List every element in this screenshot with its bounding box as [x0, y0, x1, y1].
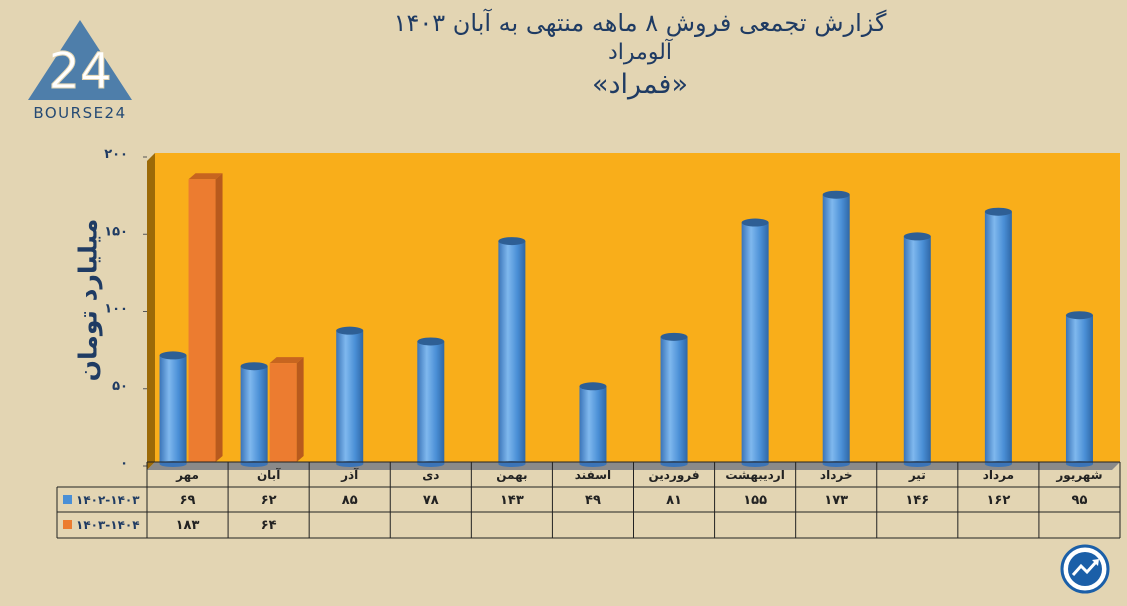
- bar-series-2: [188, 179, 216, 462]
- legend-label: ۱۴۰۳-۱۴۰۴: [76, 518, 140, 532]
- y-tick-label: ۵۰: [112, 379, 128, 394]
- data-label: ۱۴۶: [905, 493, 929, 508]
- data-label: ۱۸۳: [176, 518, 200, 533]
- data-label: ۸۱: [666, 493, 682, 508]
- y-tick-label: ۱۵۰: [104, 224, 128, 239]
- plot-side-wall: [147, 153, 155, 470]
- bar-series-1: [336, 330, 364, 464]
- bar-top-series-1: [903, 232, 931, 241]
- x-tick-label: آذر: [340, 467, 359, 482]
- bar-side-series-2: [215, 173, 223, 462]
- bar-top-series-1: [741, 218, 769, 227]
- bar-series-1: [579, 386, 607, 464]
- data-label: ۶۹: [180, 493, 196, 508]
- data-label: ۷۸: [423, 493, 439, 508]
- bar-series-1: [984, 211, 1012, 464]
- x-tick-label: اسفند: [575, 468, 611, 482]
- y-tick-label: ۱۰۰: [104, 302, 128, 317]
- data-label: ۱۶۲: [986, 493, 1010, 508]
- x-tick-label: مهر: [175, 468, 199, 482]
- bar-top-series-1: [240, 362, 268, 371]
- data-label: ۴۹: [585, 493, 601, 508]
- bar-top-series-1: [417, 337, 445, 346]
- legend-swatch: [63, 495, 72, 504]
- bar-top-series-2: [269, 357, 304, 364]
- bar-top-series-1: [984, 207, 1012, 216]
- bar-series-1: [822, 194, 850, 464]
- data-label: ۶۴: [261, 518, 277, 533]
- bar-top-series-2: [188, 173, 223, 180]
- x-tick-label: تیر: [908, 468, 926, 482]
- legend-label: ۱۴۰۲-۱۴۰۳: [76, 493, 140, 507]
- bar-top-series-1: [1065, 311, 1093, 320]
- legend-swatch: [63, 520, 72, 529]
- bar-side-series-2: [296, 357, 304, 462]
- data-label: ۶۲: [261, 493, 277, 508]
- chart-title-block: گزارش تجمعی فروش ۸ ماهه منتهی به آبان ۱۴…: [260, 8, 1020, 102]
- bar-top-series-1: [498, 237, 526, 246]
- y-tick-label: ۲۰۰: [104, 147, 128, 162]
- x-tick-label: دی: [422, 468, 439, 482]
- ticker-symbol: «فمراد»: [592, 69, 688, 100]
- x-tick-label: اردیبهشت: [725, 468, 784, 482]
- plot-area: [155, 153, 1120, 462]
- trend-chart-icon[interactable]: [1060, 544, 1110, 594]
- bar-series-1: [417, 341, 445, 464]
- bar-top-series-1: [336, 326, 364, 335]
- data-label: ۹۵: [1072, 493, 1088, 508]
- bar-series-1: [1065, 315, 1093, 464]
- bar-series-1: [741, 222, 769, 464]
- bar-top-series-1: [159, 351, 187, 360]
- bar-top-series-1: [660, 332, 688, 341]
- x-tick-label: شهریور: [1055, 468, 1102, 483]
- x-tick-label: خرداد: [820, 468, 853, 482]
- chart-title: گزارش تجمعی فروش ۸ ماهه منتهی به آبان ۱۴…: [393, 9, 887, 37]
- bar-top-series-1: [579, 382, 607, 391]
- bar-series-1: [660, 336, 688, 464]
- company-name: آلومراد: [607, 40, 672, 65]
- logo-mark: 24: [48, 42, 112, 100]
- bar-series-1: [903, 236, 931, 464]
- y-tick-label: ۰: [120, 456, 128, 471]
- bar-top-series-1: [822, 190, 850, 199]
- data-label: ۱۴۳: [500, 493, 524, 508]
- x-tick-label: فروردین: [648, 468, 699, 483]
- data-label: ۱۷۳: [824, 493, 848, 508]
- bar-series-1: [159, 355, 187, 464]
- data-label: ۸۵: [342, 493, 358, 508]
- bar-series-1: [240, 366, 268, 464]
- x-tick-label: بهمن: [496, 468, 527, 482]
- x-tick-label: مرداد: [983, 468, 1014, 482]
- bar-series-1: [498, 241, 526, 464]
- logo-text: BOURSE24: [33, 104, 127, 122]
- x-tick-label: آبان: [257, 467, 281, 482]
- bourse24-logo-icon: 24: [28, 20, 132, 101]
- bar-series-2: [269, 363, 297, 462]
- data-label: ۱۵۵: [743, 493, 767, 508]
